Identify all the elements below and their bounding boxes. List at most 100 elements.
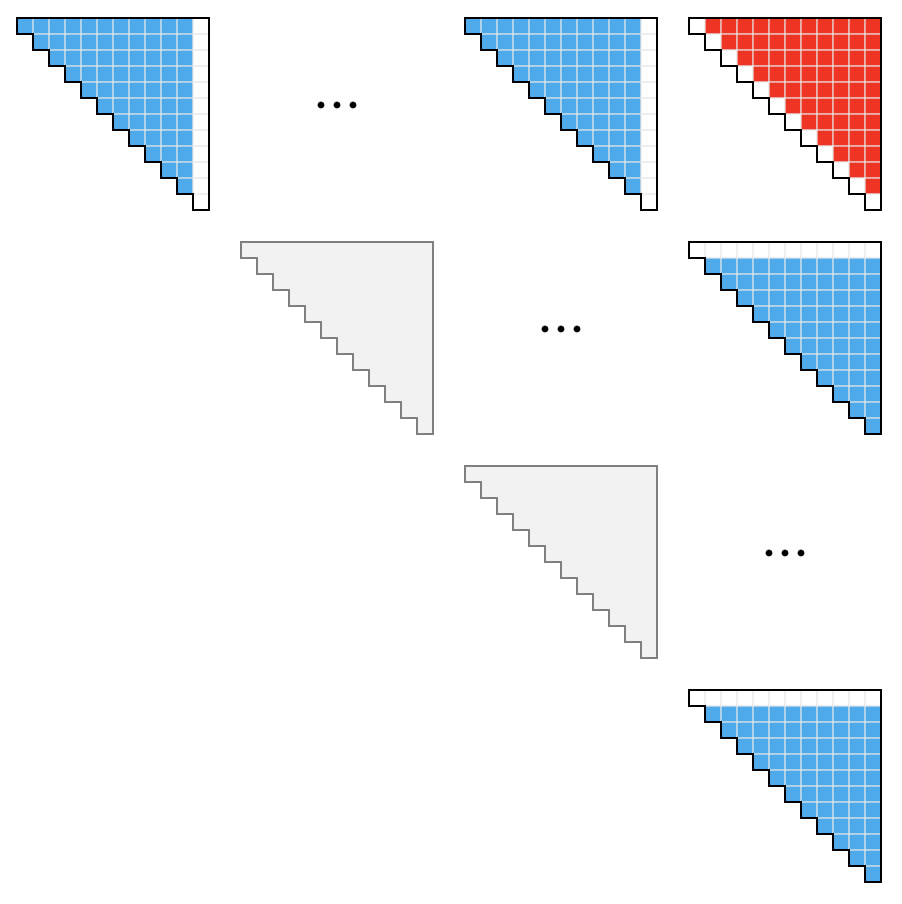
empty-cell xyxy=(816,241,834,259)
red-cell xyxy=(832,97,850,115)
blue-cell xyxy=(96,81,114,99)
blue-cell xyxy=(592,97,610,115)
blue-cell xyxy=(528,33,546,51)
blue-cell xyxy=(576,65,594,83)
blue-cell xyxy=(816,353,834,371)
blue-cell xyxy=(576,49,594,67)
blue-cell xyxy=(608,97,626,115)
empty-cell xyxy=(752,689,770,707)
blue-cell xyxy=(784,769,802,787)
blue-cell xyxy=(864,353,882,371)
blue-cell xyxy=(112,17,130,35)
blue-cell xyxy=(624,81,642,99)
ellipsis-dot xyxy=(333,101,341,109)
red-cell xyxy=(784,65,802,83)
blue-cell xyxy=(816,305,834,323)
blue-cell xyxy=(128,113,146,131)
blue-cell xyxy=(784,753,802,771)
blue-cell xyxy=(720,257,738,275)
blue-cell xyxy=(720,721,738,739)
blue-cell xyxy=(32,33,50,51)
red-cell xyxy=(864,113,882,131)
gray-triangle xyxy=(240,241,434,435)
blue-cell xyxy=(480,17,498,35)
red-cell xyxy=(848,113,866,131)
blue-cell xyxy=(592,33,610,51)
block-outline xyxy=(688,689,882,883)
blue-cell xyxy=(608,49,626,67)
blue-cell xyxy=(128,65,146,83)
blue-cell xyxy=(560,17,578,35)
block-blue-r0-c0 xyxy=(16,17,210,211)
blue-cell xyxy=(864,401,882,419)
blue-cell xyxy=(816,801,834,819)
empty-cell xyxy=(768,689,786,707)
red-cell xyxy=(864,17,882,35)
blue-cell xyxy=(528,17,546,35)
blue-cell xyxy=(560,65,578,83)
blue-cell xyxy=(848,257,866,275)
blue-cell xyxy=(144,65,162,83)
red-cell xyxy=(816,65,834,83)
red-cell xyxy=(848,33,866,51)
blue-cell xyxy=(864,321,882,339)
blue-cell xyxy=(144,17,162,35)
blue-cell xyxy=(752,721,770,739)
empty-cell xyxy=(848,689,866,707)
blue-cell xyxy=(768,737,786,755)
blue-cell xyxy=(48,49,66,67)
blue-cell xyxy=(832,305,850,323)
blue-cell xyxy=(96,17,114,35)
blue-cell xyxy=(768,257,786,275)
blue-cell xyxy=(816,369,834,387)
blue-cell xyxy=(176,81,194,99)
blue-cell xyxy=(800,705,818,723)
blue-cell xyxy=(864,417,882,435)
blue-cell xyxy=(592,129,610,147)
blue-cell xyxy=(864,385,882,403)
ellipsis-dot xyxy=(781,549,789,557)
blue-cell xyxy=(768,769,786,787)
red-cell xyxy=(832,81,850,99)
blue-cell xyxy=(624,97,642,115)
red-cell xyxy=(816,97,834,115)
empty-cell xyxy=(640,129,658,147)
empty-cell xyxy=(192,113,210,131)
blue-cell xyxy=(624,177,642,195)
blue-cell xyxy=(64,65,82,83)
blue-cell xyxy=(160,81,178,99)
red-cell xyxy=(800,65,818,83)
red-cell xyxy=(784,97,802,115)
red-cell xyxy=(768,33,786,51)
empty-cell xyxy=(784,113,802,131)
blue-cell xyxy=(784,321,802,339)
red-cell xyxy=(848,145,866,163)
empty-cell xyxy=(704,241,722,259)
blue-cell xyxy=(112,97,130,115)
red-cell xyxy=(848,65,866,83)
blue-cell xyxy=(544,97,562,115)
blue-cell xyxy=(736,289,754,307)
blue-cell xyxy=(160,49,178,67)
blue-cell xyxy=(544,65,562,83)
ellipsis-dot xyxy=(317,101,325,109)
empty-cell xyxy=(864,241,882,259)
red-cell xyxy=(800,81,818,99)
empty-cell xyxy=(192,145,210,163)
blue-cell xyxy=(848,401,866,419)
red-cell xyxy=(864,177,882,195)
blue-cell xyxy=(544,49,562,67)
empty-cell xyxy=(848,177,866,195)
blue-cell xyxy=(752,705,770,723)
blue-cell xyxy=(128,97,146,115)
blue-cell xyxy=(848,785,866,803)
blue-cell xyxy=(848,801,866,819)
red-cell xyxy=(832,65,850,83)
blue-cell xyxy=(800,353,818,371)
blue-cell xyxy=(864,753,882,771)
red-cell xyxy=(784,49,802,67)
blue-cell xyxy=(848,769,866,787)
empty-cell xyxy=(640,49,658,67)
red-cell xyxy=(784,33,802,51)
empty-cell xyxy=(704,33,722,51)
